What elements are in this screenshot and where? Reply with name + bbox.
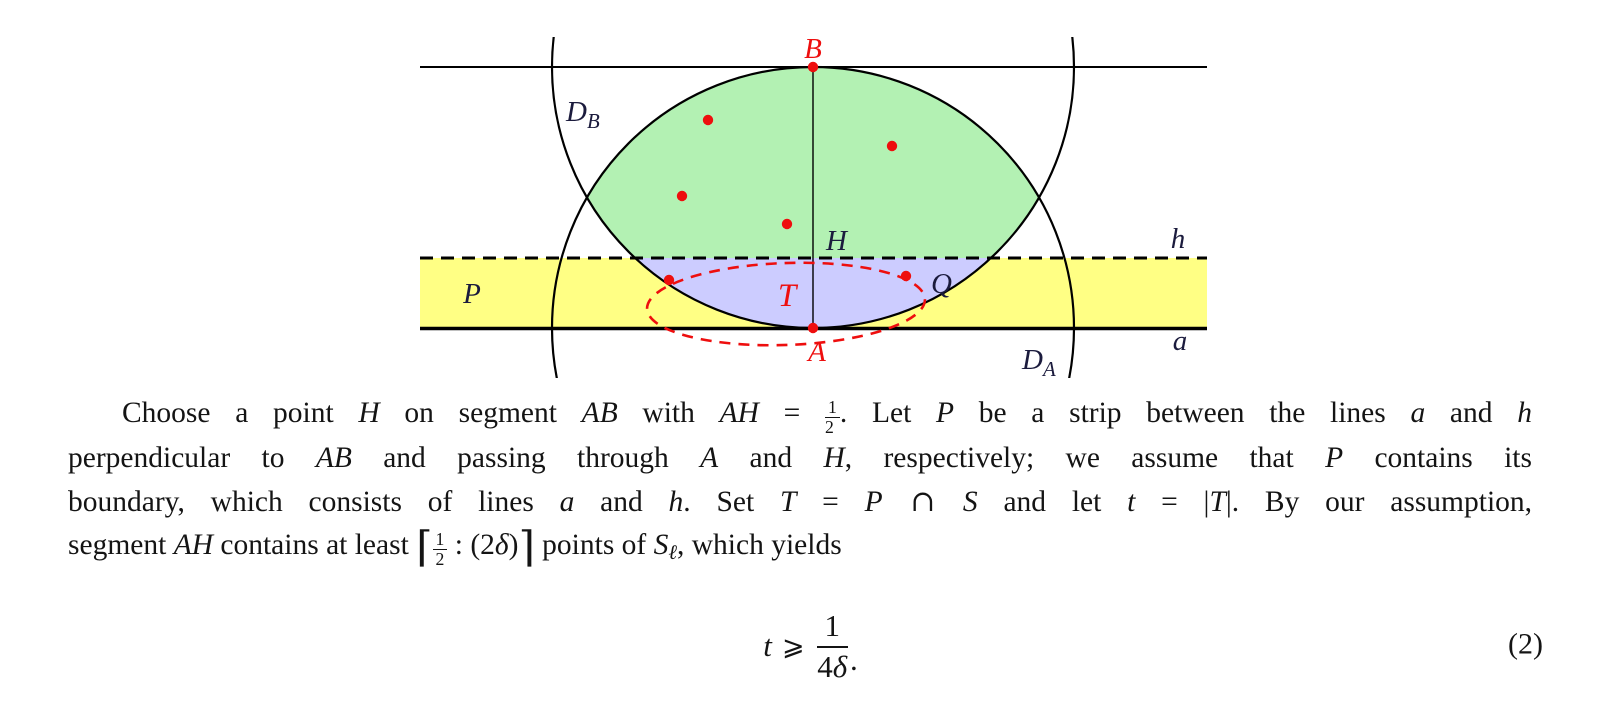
- text-segment: and let: [977, 485, 1128, 518]
- text-segment: perpendicular to: [68, 441, 316, 474]
- text-segment: ℓ: [668, 539, 677, 564]
- text-segment: be a strip between the lines: [954, 397, 1411, 429]
- text-segment: T: [1209, 485, 1226, 518]
- label-P: P: [462, 278, 481, 310]
- text-segment: : (2: [447, 528, 495, 561]
- text-segment: a: [559, 485, 575, 518]
- text-segment: H: [358, 397, 380, 429]
- text-segment: |. By our assumption,: [1225, 485, 1533, 518]
- text-segment: , respectively; we assume that: [844, 441, 1326, 474]
- equation-lhs: t: [763, 628, 772, 663]
- label-A: A: [806, 336, 826, 368]
- text-segment: and passing through: [351, 441, 701, 474]
- figure-diagram: B DB h H Q P T A DA a: [420, 33, 1207, 381]
- label-T-script: T: [778, 278, 799, 314]
- text-segment: ⌉: [518, 521, 535, 571]
- text-segment: δ: [494, 528, 509, 561]
- text-segment: = |: [1135, 485, 1210, 518]
- point-A: [807, 322, 819, 334]
- text-segment: . Set: [683, 485, 780, 518]
- text-segment: AH: [173, 528, 214, 561]
- text-segment: and: [1425, 397, 1518, 429]
- text-segment: P: [1325, 441, 1344, 474]
- text-segment: segment: [68, 528, 174, 561]
- text-segment: S: [962, 485, 978, 518]
- text-segment: contains its: [1343, 441, 1532, 474]
- fraction-denominator: 4δ: [817, 648, 848, 684]
- text-segment: points of: [534, 528, 654, 561]
- text-segment: P: [864, 485, 883, 518]
- label-DB: DB: [565, 96, 600, 133]
- paragraph: Choose a point H on segment AB with AH =…: [68, 392, 1532, 574]
- sample-point-4: [781, 218, 793, 230]
- equation: t ⩾ 1 4δ .: [68, 600, 1553, 692]
- text-segment: h: [1517, 397, 1532, 429]
- fraction-numerator: 1: [816, 608, 848, 648]
- equation-number: (2): [1508, 627, 1543, 661]
- sample-point-3: [676, 190, 688, 202]
- label-B: B: [804, 33, 822, 65]
- text-segment: S: [653, 528, 669, 561]
- text-segment: a: [1410, 397, 1426, 429]
- text-segment: ⌈: [416, 521, 433, 571]
- text-segment: and: [718, 441, 824, 474]
- sample-point-2: [886, 140, 898, 152]
- text-segment: P: [935, 397, 955, 429]
- text-segment: ∩: [882, 483, 963, 518]
- text-segment: t: [1127, 485, 1136, 518]
- paragraph-line-3: boundary, which consists of lines a and …: [68, 480, 1532, 524]
- equation-row: t ⩾ 1 4δ . (2): [68, 600, 1553, 692]
- label-a: a: [1173, 325, 1188, 357]
- text-segment: =: [796, 485, 865, 518]
- equation-fraction: 1 4δ: [816, 608, 848, 684]
- text-segment: T: [779, 485, 797, 518]
- point-Q: [900, 270, 912, 282]
- paragraph-line-1: Choose a point H on segment AB with AH =…: [68, 392, 1532, 437]
- text-segment: . Let: [839, 397, 936, 429]
- text-segment: contains at least: [213, 528, 417, 561]
- sample-point-1: [702, 114, 714, 126]
- label-Q: Q: [931, 268, 952, 300]
- text-segment: H: [823, 441, 845, 474]
- label-h: h: [1171, 223, 1186, 255]
- label-DA: DA: [1021, 344, 1056, 381]
- text-segment: and: [574, 485, 669, 518]
- paragraph-line-2: perpendicular to AB and passing through …: [68, 437, 1532, 480]
- text-segment: AH: [719, 397, 759, 429]
- text-segment: with: [617, 397, 720, 429]
- geq-symbol: ⩾: [781, 630, 805, 662]
- point-B: [807, 61, 819, 73]
- text-segment: Choose a point: [122, 397, 359, 429]
- text-segment: h: [668, 485, 684, 518]
- text-segment: ): [508, 528, 519, 561]
- text-segment: boundary, which consists of lines: [68, 485, 560, 518]
- paragraph-line-4: segment AH contains at least ⌈ 1 2 : (2δ)⌉…: [68, 524, 1532, 574]
- text-segment: on segment: [379, 397, 582, 429]
- T-dashed-outline: [645, 261, 927, 347]
- label-H: H: [825, 225, 849, 257]
- strip-point-left: [663, 274, 675, 286]
- text-segment: AB: [581, 397, 618, 429]
- text-segment: AB: [315, 441, 352, 474]
- text-segment: , which yields: [676, 528, 842, 561]
- text-segment: A: [700, 441, 719, 474]
- equation-period: .: [850, 642, 858, 677]
- figure-dots-layer: [663, 61, 912, 334]
- text-segment: =: [758, 397, 826, 429]
